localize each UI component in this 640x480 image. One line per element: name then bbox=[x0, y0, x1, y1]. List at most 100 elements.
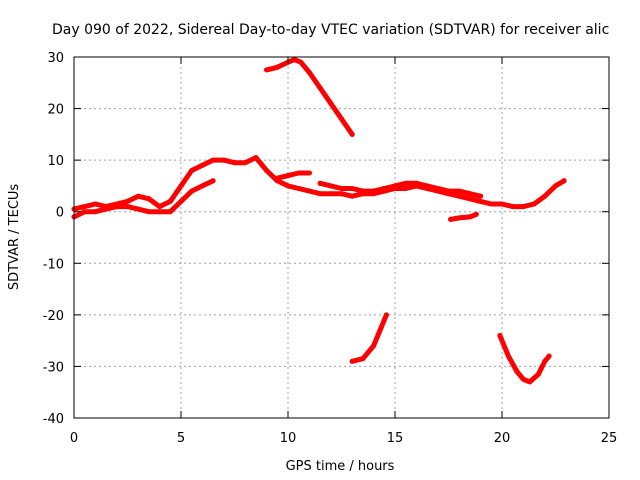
data-point bbox=[264, 67, 270, 73]
data-point bbox=[467, 196, 473, 202]
data-point bbox=[210, 178, 216, 184]
data-point bbox=[328, 183, 334, 189]
data-series bbox=[71, 57, 567, 385]
data-point bbox=[285, 183, 291, 189]
data-point bbox=[125, 198, 130, 204]
data-point bbox=[274, 175, 280, 181]
x-tick-label: 0 bbox=[70, 431, 78, 446]
series-track-5 bbox=[264, 57, 355, 137]
data-point bbox=[527, 379, 533, 385]
data-point bbox=[403, 180, 409, 186]
data-point bbox=[92, 201, 98, 207]
data-point bbox=[317, 180, 323, 186]
data-point bbox=[448, 216, 454, 222]
data-point bbox=[360, 188, 366, 194]
data-point bbox=[383, 312, 389, 318]
data-point bbox=[253, 155, 259, 161]
data-point bbox=[456, 215, 462, 221]
data-point bbox=[146, 209, 152, 215]
data-point bbox=[467, 191, 473, 197]
series-track-4 bbox=[317, 180, 484, 199]
series-track-8 bbox=[497, 333, 552, 385]
data-point bbox=[488, 201, 494, 207]
data-point bbox=[157, 204, 163, 210]
series-track-3 bbox=[274, 170, 312, 181]
data-point bbox=[542, 358, 548, 364]
series-track-7 bbox=[349, 312, 389, 364]
data-point bbox=[349, 186, 355, 191]
data-point bbox=[339, 116, 344, 122]
data-point bbox=[435, 186, 441, 191]
data-point bbox=[298, 59, 304, 65]
series-track-6 bbox=[448, 211, 479, 222]
data-point bbox=[291, 57, 297, 63]
data-point bbox=[456, 188, 462, 194]
data-point bbox=[520, 204, 526, 210]
data-point bbox=[92, 209, 98, 215]
data-point bbox=[317, 85, 323, 91]
axis-ticks: 0 5 10 15 20 25 -40 -30 -20 -10 0 10 20 30 bbox=[43, 51, 618, 446]
y-tick-label: -40 bbox=[43, 412, 64, 427]
data-point bbox=[199, 162, 205, 168]
data-point bbox=[135, 193, 141, 199]
data-point bbox=[146, 196, 152, 202]
data-point bbox=[339, 191, 344, 197]
data-point bbox=[561, 178, 567, 184]
data-point bbox=[403, 186, 409, 191]
data-point bbox=[167, 198, 173, 204]
data-point bbox=[135, 206, 141, 212]
y-tick-label: -30 bbox=[43, 360, 64, 375]
data-point bbox=[349, 193, 355, 199]
data-point bbox=[546, 353, 552, 359]
data-point bbox=[456, 193, 462, 199]
data-point bbox=[306, 170, 312, 176]
data-point bbox=[510, 204, 516, 210]
data-point bbox=[306, 70, 312, 75]
y-tick-label: -20 bbox=[43, 309, 64, 324]
y-tick-label: 20 bbox=[47, 103, 64, 118]
plot-frame bbox=[73, 56, 610, 419]
grid-lines bbox=[74, 57, 609, 418]
data-point bbox=[349, 131, 355, 137]
data-point bbox=[497, 333, 503, 338]
data-point bbox=[371, 188, 377, 194]
data-point bbox=[296, 186, 302, 191]
chart-title: Day 090 of 2022, Sidereal Day-to-day VTE… bbox=[52, 22, 609, 38]
x-tick-label: 5 bbox=[177, 431, 185, 446]
data-point bbox=[328, 191, 334, 197]
data-point bbox=[114, 204, 120, 210]
data-point bbox=[189, 168, 195, 173]
x-tick-label: 10 bbox=[280, 431, 297, 446]
data-point bbox=[377, 327, 383, 333]
data-point bbox=[542, 193, 548, 199]
data-point bbox=[242, 160, 248, 166]
data-point bbox=[103, 206, 109, 212]
data-point bbox=[520, 376, 526, 382]
y-axis-label: SDTVAR / TECUs bbox=[7, 184, 22, 291]
data-point bbox=[392, 183, 398, 189]
data-point bbox=[157, 209, 163, 215]
data-point bbox=[274, 64, 280, 70]
data-point bbox=[339, 186, 344, 191]
data-point bbox=[296, 170, 302, 176]
data-point bbox=[125, 204, 130, 210]
data-point bbox=[199, 183, 205, 189]
data-point bbox=[413, 180, 419, 186]
data-point bbox=[467, 214, 473, 220]
data-point bbox=[178, 183, 184, 189]
x-tick-label: 20 bbox=[494, 431, 511, 446]
data-point bbox=[349, 358, 355, 364]
data-point bbox=[82, 209, 88, 215]
data-point bbox=[189, 188, 195, 194]
data-point bbox=[553, 183, 558, 189]
data-point bbox=[446, 188, 451, 194]
data-point bbox=[167, 209, 173, 215]
y-tick-label: -10 bbox=[43, 257, 64, 272]
data-point bbox=[317, 191, 323, 197]
data-point bbox=[535, 371, 541, 377]
data-point bbox=[221, 157, 227, 163]
data-point bbox=[473, 211, 479, 217]
data-point bbox=[499, 201, 505, 207]
x-axis-label: GPS time / hours bbox=[286, 459, 395, 474]
